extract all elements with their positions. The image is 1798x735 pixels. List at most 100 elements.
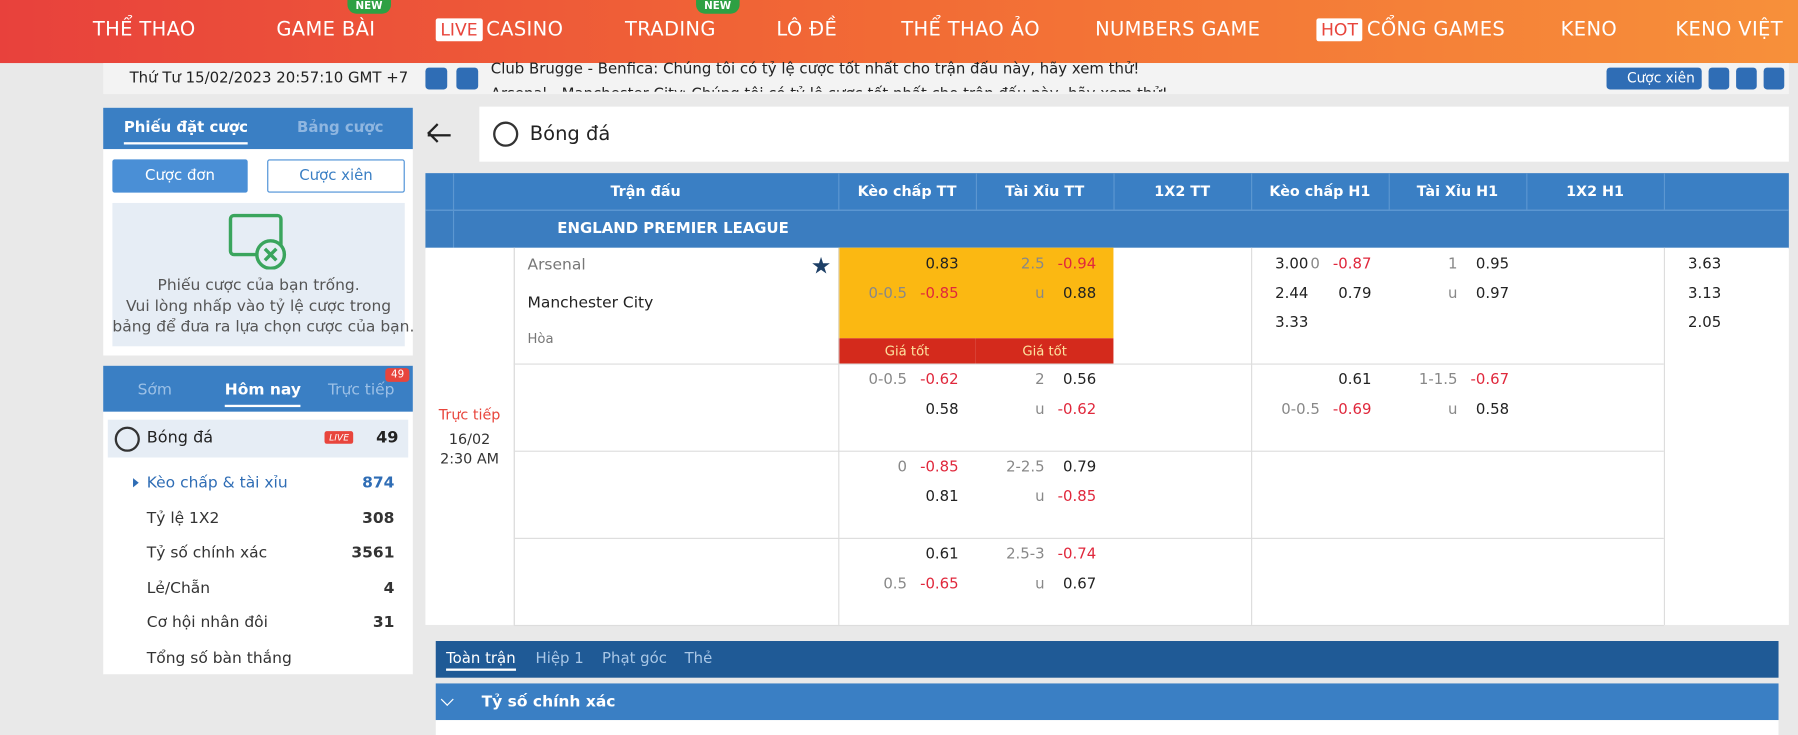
sport-row[interactable] <box>107 419 409 458</box>
icon-button[interactable] <box>1708 67 1730 90</box>
back-arrow[interactable] <box>427 134 451 137</box>
market-count: 31 <box>372 613 395 632</box>
handicap: 2 <box>1035 371 1045 389</box>
parlay-button[interactable]: Cược xiên <box>1606 67 1702 90</box>
col-divider <box>1663 247 1666 625</box>
tab[interactable]: Trực tiếp <box>327 380 395 400</box>
live-status: Trực tiếp <box>438 405 501 424</box>
odds[interactable]: -0.94 <box>1057 255 1097 273</box>
odds[interactable]: -0.74 <box>1057 545 1097 564</box>
market-item[interactable]: Kèo chấp & tài xỉu <box>146 473 288 492</box>
caret <box>133 478 139 488</box>
odds[interactable]: 0.61 <box>1338 371 1372 389</box>
odds[interactable]: 0.79 <box>1063 458 1097 476</box>
odds[interactable]: 3.13 <box>1687 284 1722 303</box>
odds[interactable]: 0.88 <box>1063 284 1097 303</box>
odds[interactable]: -0.85 <box>920 458 959 476</box>
nav-item[interactable]: LÔ ĐỀ <box>776 18 838 42</box>
market-count: 308 <box>362 508 395 527</box>
odds[interactable]: 0.58 <box>1475 400 1510 418</box>
odds[interactable]: 0.81 <box>925 487 959 506</box>
col-divider <box>838 247 840 625</box>
nav-item[interactable]: CASINO <box>486 18 564 42</box>
best-price: Giá tốt <box>838 338 976 364</box>
column-divider <box>1113 173 1115 210</box>
odds[interactable]: 0.83 <box>925 255 959 273</box>
tab-active[interactable]: Toàn trận <box>446 650 516 671</box>
nav-item[interactable]: KENO <box>1560 18 1618 42</box>
icon-button[interactable] <box>425 67 448 90</box>
market-header <box>435 683 1779 721</box>
handicap: 2.5 <box>1020 255 1045 273</box>
odds[interactable]: 0.61 <box>925 545 959 564</box>
nav-item[interactable]: NUMBERS GAME <box>1095 18 1261 42</box>
market-item[interactable]: Cơ hội nhân đôi <box>146 613 268 632</box>
odds[interactable]: 0.95 <box>1475 255 1510 273</box>
nav-tag: LIVE <box>435 18 483 42</box>
handicap: 0-0.5 <box>1281 400 1320 418</box>
column-header: 1X2 H1 <box>1566 182 1625 200</box>
market-item[interactable]: Lẻ/Chẵn <box>146 578 211 597</box>
odds[interactable]: -0.62 <box>920 371 959 389</box>
handicap: u <box>1035 575 1045 593</box>
ticket-icon <box>228 213 287 271</box>
nav-item[interactable]: KENO VIỆT <box>1675 18 1783 42</box>
nav-tag: HOT <box>1316 18 1363 42</box>
count-badge: 49 <box>385 368 410 382</box>
odds[interactable]: 3.33 <box>1275 314 1309 332</box>
nav-item[interactable]: TRADING <box>624 18 716 42</box>
icon-button[interactable] <box>456 67 479 90</box>
nav-item[interactable]: CỔNG GAMES <box>1366 18 1506 42</box>
odds[interactable]: -0.85 <box>920 284 959 303</box>
odds[interactable]: 0.56 <box>1063 371 1097 389</box>
odds[interactable]: 0.67 <box>1063 575 1097 593</box>
nav-item[interactable]: THỂ THAO ẢO <box>901 18 1040 42</box>
odds[interactable]: -0.62 <box>1057 400 1097 418</box>
handicap: u <box>1447 284 1458 303</box>
match-time: 2:30 AM <box>440 449 500 467</box>
market-item[interactable]: Tỷ lệ 1X2 <box>146 508 220 527</box>
handicap: 2.5-3 <box>1006 545 1045 564</box>
odds[interactable]: 0.79 <box>1338 284 1372 303</box>
nav-item[interactable]: THỂ THAO <box>92 18 196 42</box>
odds[interactable]: -0.67 <box>1470 371 1510 389</box>
button-secondary[interactable]: Cược xiên <box>267 159 405 193</box>
draw-label: Hòa <box>527 330 554 347</box>
tab-active[interactable]: Phiếu đặt cược <box>123 119 248 145</box>
handicap: 0 <box>897 458 908 476</box>
tab[interactable]: Hiệp 1 <box>535 650 584 668</box>
odds[interactable]: 3.00 <box>1275 255 1309 273</box>
button-primary[interactable]: Cược đơn <box>112 159 248 193</box>
odds[interactable]: 0.97 <box>1475 284 1510 303</box>
market-item[interactable]: Tỷ số chính xác <box>146 543 268 562</box>
icon-button[interactable] <box>1736 67 1757 90</box>
column-header: Kèo chấp TT <box>857 182 957 200</box>
ball-icon <box>114 426 140 452</box>
title-card <box>479 106 1789 162</box>
tab[interactable]: Thẻ <box>684 650 713 668</box>
odds[interactable]: -0.85 <box>1057 487 1097 506</box>
tab[interactable]: Sớm <box>137 380 172 400</box>
tab-active[interactable]: Hôm nay <box>224 381 301 408</box>
icon-button[interactable] <box>1763 67 1785 90</box>
market-item[interactable]: Tổng số bàn thắng <box>146 648 292 667</box>
handicap: u <box>1035 487 1045 506</box>
nav-badge: NEW <box>696 0 740 14</box>
odds[interactable]: 2.05 <box>1687 314 1722 332</box>
league-name: ENGLAND PREMIER LEAGUE <box>557 220 789 238</box>
col-divider <box>513 247 515 625</box>
odds[interactable]: -0.65 <box>920 575 959 593</box>
market-count: 874 <box>362 473 395 492</box>
odds[interactable]: 3.63 <box>1687 255 1722 273</box>
odds[interactable]: -0.87 <box>1332 255 1372 273</box>
ball-icon <box>493 121 519 147</box>
odds[interactable]: 2.44 <box>1275 284 1309 303</box>
odds[interactable]: 0.58 <box>925 400 959 418</box>
tab[interactable]: Bảng cược <box>296 119 384 137</box>
market-count: 4 <box>383 578 395 597</box>
empty-text: Phiếu cược của bạn trống. <box>157 276 360 295</box>
tab[interactable]: Phạt góc <box>602 650 667 668</box>
nav-item[interactable]: GAME BÀI <box>276 18 376 42</box>
odds[interactable]: -0.69 <box>1332 400 1372 418</box>
